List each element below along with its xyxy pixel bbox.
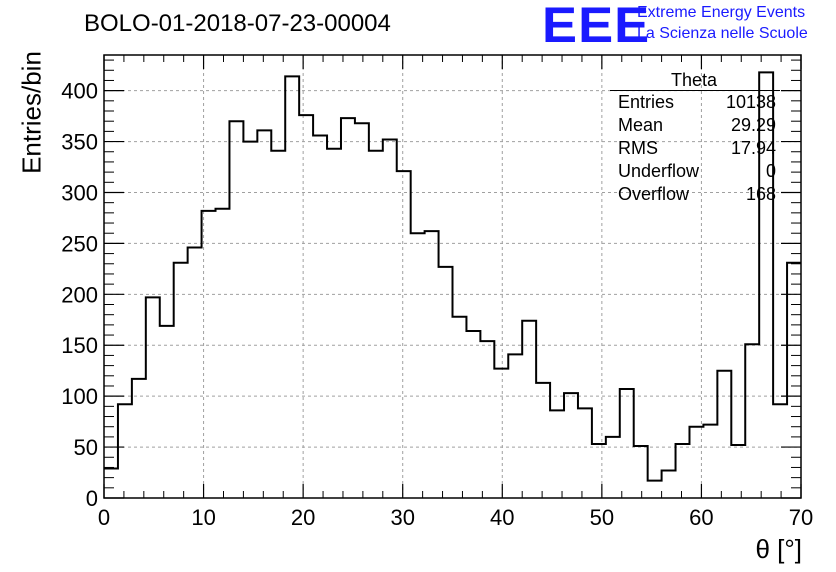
x-tick-label: 10 [191,505,215,530]
axis-ticks [103,55,802,499]
chart-title: BOLO-01-2018-07-23-00004 [84,10,391,37]
histogram-series [104,71,801,482]
y-tick-label: 350 [61,130,98,155]
stat-value: 29.29 [730,115,776,135]
y-tick-label: 250 [61,231,98,256]
y-tick-label: 200 [61,282,98,307]
stat-label: Mean [618,115,664,135]
x-axis-label: θ [°] [755,534,802,564]
eee-logo: EEE [542,0,651,53]
y-tick-label: 50 [74,435,98,460]
stats-divider [610,90,780,91]
x-tick-label: 40 [490,505,514,530]
stats-box: Theta Entries 10138 Mean 29.29 RMS 17.94… [610,70,780,206]
stat-row-overflow: Overflow 168 [612,183,776,206]
stat-row-entries: Entries 10138 [612,91,776,114]
stat-value: 168 [745,184,776,204]
plot-frame [103,54,802,499]
x-tick-label: 20 [291,505,315,530]
y-tick-label: 0 [86,486,98,511]
stat-value: 0 [765,161,776,181]
x-tick-label: 70 [789,505,813,530]
y-tick-label: 400 [61,79,98,104]
stat-label: Underflow [618,161,700,181]
stat-row-underflow: Underflow 0 [612,160,776,183]
stat-label: Entries [618,92,675,112]
y-axis-label: Entries/bin [16,51,47,174]
stat-row-mean: Mean 29.29 [612,114,776,137]
logo-text-line-1: Extreme Energy Events [637,4,806,21]
x-tick-label: 50 [590,505,614,530]
stat-row-rms: RMS 17.94 [612,137,776,160]
x-tick-label: 60 [689,505,713,530]
x-tick-label: 0 [98,505,110,530]
y-tick-label: 100 [61,384,98,409]
y-tick-label: 150 [61,333,98,358]
stat-value: 10138 [725,92,776,112]
stat-label: Overflow [618,184,690,204]
stats-title: Theta [670,70,718,90]
stat-value: 17.94 [730,138,776,158]
logo-text-line-2: La Scienza nelle Scuole [637,25,808,42]
y-tick-label: 300 [61,180,98,205]
x-tick-label: 30 [390,505,414,530]
tick-labels: 0 10 20 30 40 50 60 70 0 50 100 150 200 250 300 350 400 [61,79,813,530]
stat-label: RMS [618,138,658,158]
